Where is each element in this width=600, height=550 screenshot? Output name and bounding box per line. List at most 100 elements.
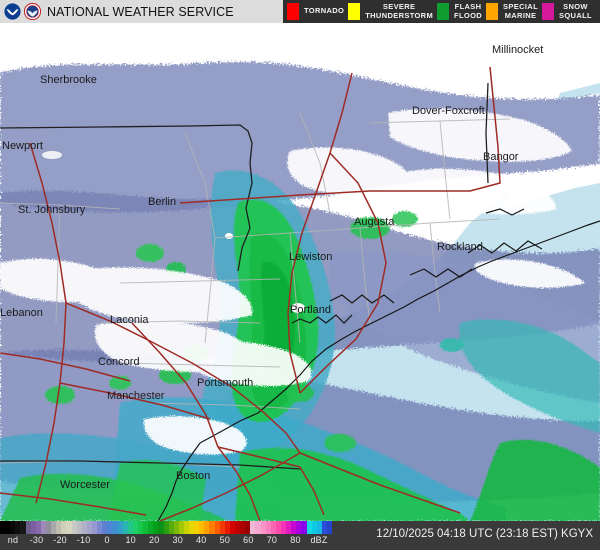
alert-swatch-severe-thunderstorm: [348, 3, 361, 20]
scale-color-44: [224, 521, 230, 534]
scale-color-3: [15, 521, 21, 534]
scale-color-53: [270, 521, 276, 534]
scale-color-22: [112, 521, 118, 534]
radar-map[interactable]: Sherbrooke Millinocket Newport Dover-Fox…: [0, 23, 600, 521]
scale-color-20: [102, 521, 108, 534]
scale-color-61: [311, 521, 317, 534]
scale-tick-30: 30: [172, 535, 183, 545]
scale-color-17: [86, 521, 92, 534]
radar-timestamp: 12/10/2025 04:18 UTC (23:18 EST) KGYX: [376, 528, 593, 540]
header-bar: NATIONAL WEATHER SERVICE TORNADO SEVERE T…: [0, 0, 600, 23]
scale-color-56: [286, 521, 292, 534]
scale-color-38: [194, 521, 200, 534]
city-labels: Sherbrooke Millinocket Newport Dover-Fox…: [0, 44, 543, 491]
scale-color-1: [5, 521, 11, 534]
scale-color-9: [45, 521, 52, 534]
city-label-augusta: Augusta: [354, 216, 395, 228]
noaa-logo: [4, 3, 21, 20]
alert-label-special-marine: SPECIAL MARINE: [503, 1, 539, 20]
city-label-millinocket: Millinocket: [492, 44, 543, 56]
city-label-berlin: Berlin: [148, 196, 176, 208]
scale-color-28: [143, 521, 149, 534]
alert-label-snow-squall: SNOW SQUALL: [559, 1, 592, 20]
scale-color-5: [25, 521, 31, 534]
alert-special-marine[interactable]: SPECIAL MARINE: [482, 0, 538, 23]
city-label-newport: Newport: [2, 140, 43, 152]
scale-color-46: [235, 521, 241, 534]
scale-color-51: [260, 521, 266, 534]
scale-color-13: [66, 521, 72, 534]
scale-color-55: [281, 521, 287, 534]
highways: [0, 66, 501, 521]
scale-color-12: [61, 521, 67, 534]
scale-color-41: [209, 521, 215, 534]
scale-color-37: [189, 521, 195, 534]
alert-severe-thunderstorm[interactable]: SEVERE THUNDERSTORM: [344, 0, 433, 23]
scale-color-33: [168, 521, 174, 534]
scale-color-16: [81, 521, 87, 534]
scale-color-39: [199, 521, 205, 534]
scale-color-8: [40, 521, 46, 534]
scale-color-24: [122, 521, 128, 534]
scale-color-23: [117, 521, 123, 534]
city-label-sherbrooke: Sherbrooke: [40, 74, 97, 86]
scale-color-7: [35, 521, 41, 534]
alert-tornado[interactable]: TORNADO: [283, 0, 344, 23]
alert-swatch-snow-squall: [542, 3, 555, 20]
city-label-bangor: Bangor: [483, 151, 519, 163]
footer-bar: nd -30 -20 -10 0 10 20 30 40 50 60 70 80 dBZ 12/10/20…: [0, 521, 600, 550]
scale-color-62: [316, 521, 322, 534]
scale-tick-20: 20: [149, 535, 160, 545]
scale-tick-60: 60: [243, 535, 254, 545]
alert-flash-flood[interactable]: FLASH FLOOD: [433, 0, 482, 23]
city-label-lebanon: Lebanon: [0, 307, 43, 319]
city-label-portsmouth: Portsmouth: [197, 377, 253, 389]
agency-title: NATIONAL WEATHER SERVICE: [47, 4, 234, 19]
scale-tick-dBZ: dBZ: [310, 535, 328, 545]
city-label-dover-foxcroft: Dover-Foxcroft: [412, 105, 485, 117]
scale-color-21: [107, 521, 113, 534]
city-label-boston: Boston: [176, 470, 210, 482]
scale-tick-10: 10: [125, 535, 136, 545]
state-borders: [0, 82, 489, 470]
scale-color-47: [240, 521, 246, 534]
scale-color-58: [296, 521, 302, 534]
scale-color-26: [132, 521, 138, 534]
scale-color-54: [275, 521, 282, 534]
scale-color-4: [20, 521, 26, 534]
scale-color-0: [0, 521, 6, 534]
scale-color-57: [291, 521, 297, 534]
reflectivity-color-scale: [0, 521, 333, 534]
city-label-portland: Portland: [290, 304, 331, 316]
scale-color-45: [229, 521, 236, 534]
scale-color-2: [10, 521, 16, 534]
scale-color-49: [250, 521, 256, 534]
scale-color-32: [163, 521, 169, 534]
scale-tick--30: -30: [29, 535, 44, 545]
scale-color-18: [91, 521, 98, 534]
alert-label-tornado: TORNADO: [304, 6, 345, 16]
reflectivity-layer: [0, 61, 600, 521]
scale-color-60: [306, 521, 312, 534]
scale-tick-0: 0: [104, 535, 110, 545]
radar-map-canvas[interactable]: Sherbrooke Millinocket Newport Dover-Fox…: [0, 23, 600, 521]
scale-color-63: [321, 521, 327, 534]
data-void-patches: [42, 151, 305, 313]
scale-color-6: [30, 521, 36, 534]
alert-legend: TORNADO SEVERE THUNDERSTORM FLASH FLOOD SP…: [283, 0, 600, 23]
scale-color-59: [301, 521, 307, 534]
scale-color-52: [265, 521, 271, 534]
scale-color-35: [178, 521, 184, 534]
scale-color-40: [204, 521, 210, 534]
scale-color-43: [219, 521, 225, 534]
city-label-manchester: Manchester: [107, 390, 165, 402]
scale-tick-nd: nd: [7, 535, 19, 545]
scale-color-30: [153, 521, 159, 534]
scale-tick--10: -10: [76, 535, 91, 545]
scale-color-64: [327, 521, 333, 534]
city-label-concord: Concord: [98, 356, 140, 368]
alert-swatch-tornado: [287, 3, 299, 20]
scale-color-31: [158, 521, 164, 534]
alert-swatch-flash-flood: [437, 3, 450, 20]
alert-snow-squall[interactable]: SNOW SQUALL: [538, 0, 592, 23]
